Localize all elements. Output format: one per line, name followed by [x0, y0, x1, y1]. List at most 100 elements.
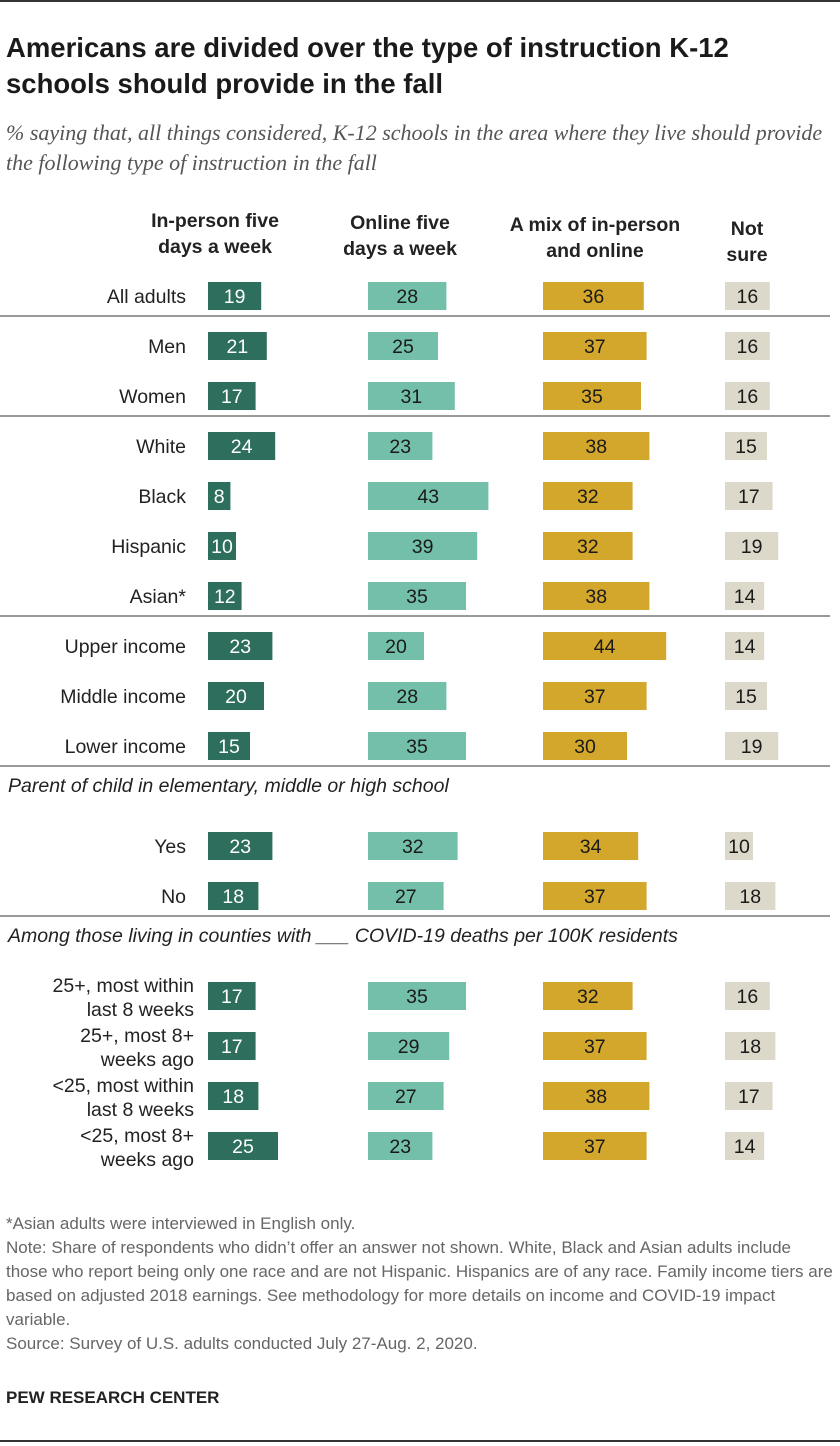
value-label-mix: 37 — [584, 686, 606, 708]
bar-mix — [543, 382, 641, 410]
row-label-line: <25, most within — [53, 1075, 194, 1097]
column-header-line: sure — [726, 244, 768, 266]
bottom-rule — [0, 1440, 840, 1442]
value-label-in-person: 25 — [232, 1136, 254, 1158]
bar-in-person — [208, 882, 259, 910]
bar-mix — [543, 832, 639, 860]
bar-mix — [543, 732, 627, 760]
column-header-line: A mix of in-person — [509, 214, 681, 236]
value-label-in-person: 24 — [231, 436, 253, 458]
bar-in-person — [208, 282, 262, 310]
bar-not-sure — [725, 982, 770, 1010]
value-label-online: 31 — [401, 386, 423, 408]
bar-mix — [543, 682, 647, 710]
bar-online — [368, 382, 455, 410]
column-header-line: and online — [546, 240, 644, 262]
row-label: Hispanic — [111, 536, 186, 558]
bar-online — [368, 1032, 450, 1060]
bar-online — [368, 982, 466, 1010]
bar-in-person — [208, 682, 264, 710]
bar-not-sure — [725, 582, 765, 610]
value-label-in-person: 17 — [221, 386, 243, 408]
row-label: Women — [119, 386, 186, 408]
row-label: Asian* — [130, 586, 187, 608]
value-label-online: 23 — [389, 436, 411, 458]
bar-not-sure — [725, 1082, 773, 1110]
bar-in-person — [208, 582, 242, 610]
bar-mix — [543, 982, 633, 1010]
section-heading: Parent of child in elementary, middle or… — [8, 775, 449, 797]
bar-online — [368, 1082, 444, 1110]
bar-not-sure — [725, 1132, 765, 1160]
bar-not-sure — [725, 882, 776, 910]
value-label-mix: 37 — [584, 1036, 606, 1058]
value-label-online: 27 — [395, 886, 417, 908]
row-label: Lower income — [65, 736, 186, 758]
bar-in-person — [208, 1132, 278, 1160]
column-header-online: Online five days a week — [320, 210, 480, 262]
value-label-in-person: 17 — [221, 986, 243, 1008]
value-label-not-sure: 19 — [741, 736, 763, 758]
value-label-mix: 34 — [580, 836, 602, 858]
bar-online — [368, 1132, 433, 1160]
bar-mix — [543, 432, 650, 460]
row-label-line: last 8 weeks — [87, 1099, 195, 1121]
bar-not-sure — [725, 682, 767, 710]
row-label: <25, most 8+ weeks ago — [80, 1125, 194, 1171]
column-header-line: In-person five — [151, 210, 279, 232]
bar-in-person — [208, 732, 250, 760]
value-label-mix: 38 — [585, 586, 607, 608]
value-label-not-sure: 18 — [739, 1036, 761, 1058]
bar-not-sure — [725, 732, 779, 760]
value-label-not-sure: 19 — [741, 536, 763, 558]
bar-not-sure — [725, 632, 765, 660]
bar-not-sure — [725, 382, 770, 410]
value-label-online: 29 — [398, 1036, 420, 1058]
column-header-line: days a week — [158, 236, 272, 258]
bar-online — [368, 482, 489, 510]
column-header-not-sure: Not sure — [712, 216, 782, 268]
row-label: White — [136, 436, 186, 458]
bar-mix — [543, 1032, 647, 1060]
bar-mix — [543, 1132, 647, 1160]
row-label: Middle income — [60, 686, 186, 708]
column-header-mix: A mix of in-person and online — [490, 212, 700, 264]
value-label-not-sure: 10 — [728, 836, 750, 858]
value-label-in-person: 23 — [229, 836, 251, 858]
value-label-in-person: 19 — [224, 286, 246, 308]
value-label-in-person: 15 — [218, 736, 240, 758]
value-label-not-sure: 16 — [737, 986, 759, 1008]
bar-not-sure — [725, 482, 773, 510]
bar-mix — [543, 1082, 650, 1110]
bar-online — [368, 632, 424, 660]
row-label: All adults — [107, 286, 186, 308]
bar-not-sure — [725, 282, 770, 310]
bar-not-sure — [725, 432, 767, 460]
column-header-line: Not — [730, 218, 764, 240]
value-label-mix: 37 — [584, 336, 606, 358]
value-label-not-sure: 15 — [735, 436, 757, 458]
value-label-mix: 35 — [581, 386, 603, 408]
bar-online — [368, 732, 466, 760]
value-label-in-person: 12 — [214, 586, 236, 608]
bar-online — [368, 332, 438, 360]
value-label-in-person: 18 — [222, 1086, 244, 1108]
bar-not-sure — [725, 532, 779, 560]
value-label-not-sure: 14 — [734, 1136, 756, 1158]
value-label-mix: 36 — [583, 286, 605, 308]
row-label-line: <25, most 8+ — [80, 1125, 194, 1147]
value-label-in-person: 8 — [214, 486, 225, 508]
row-label: Upper income — [65, 636, 186, 658]
value-label-online: 35 — [406, 986, 428, 1008]
value-label-not-sure: 14 — [734, 586, 756, 608]
bar-in-person — [208, 1032, 256, 1060]
top-rule — [0, 0, 840, 2]
row-label: Yes — [154, 836, 186, 858]
bar-online — [368, 882, 444, 910]
row-label: Men — [148, 336, 186, 358]
bar-in-person — [208, 982, 256, 1010]
bar-in-person — [208, 832, 273, 860]
value-label-mix: 37 — [584, 1136, 606, 1158]
value-label-not-sure: 17 — [738, 486, 760, 508]
stacked-row-chart: All adults 19 28 36 16 Men 21 25 37 16 Women 17 31 35… — [0, 282, 830, 1171]
